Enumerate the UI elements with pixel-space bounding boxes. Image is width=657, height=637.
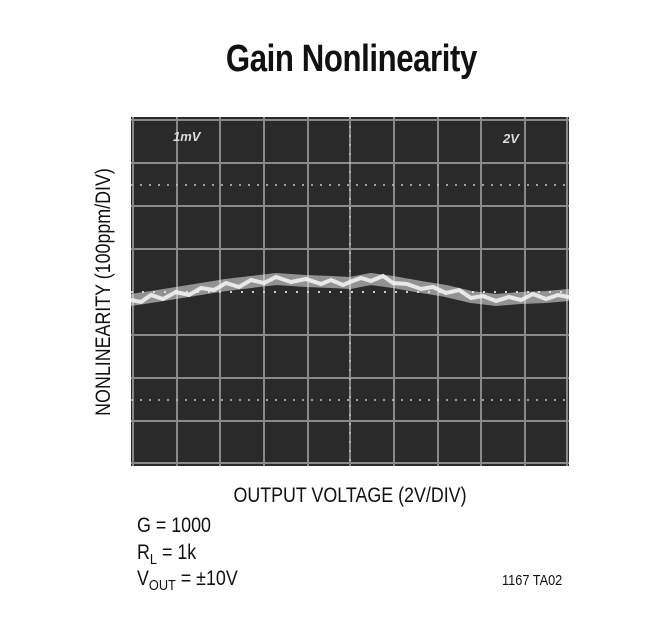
vout-condition: VOUT = ±10V (137, 567, 238, 594)
load-condition: RL = 1k (137, 541, 196, 568)
channel2-scale-label: 2V (503, 131, 519, 146)
channel1-scale-label: 1mV (173, 129, 201, 144)
scope-grid-and-trace (131, 117, 569, 466)
figure-id: 1167 TA02 (502, 572, 563, 589)
rl-value: = 1k (156, 541, 197, 564)
vout-symbol: V (137, 567, 149, 590)
chart-title: Gain Nonlinearity (225, 38, 477, 80)
rl-subscript: L (149, 551, 157, 568)
x-axis-label: OUTPUT VOLTAGE (2V/DIV) (233, 484, 467, 507)
vout-subscript: OUT (148, 577, 176, 594)
gain-condition: G = 1000 (137, 514, 211, 537)
vout-value: = ±10V (175, 567, 238, 590)
oscilloscope-display: 1mV 2V (131, 117, 569, 466)
y-axis-label: NONLINEARITY (100ppm/DIV) (92, 168, 115, 416)
rl-symbol: R (137, 541, 150, 564)
